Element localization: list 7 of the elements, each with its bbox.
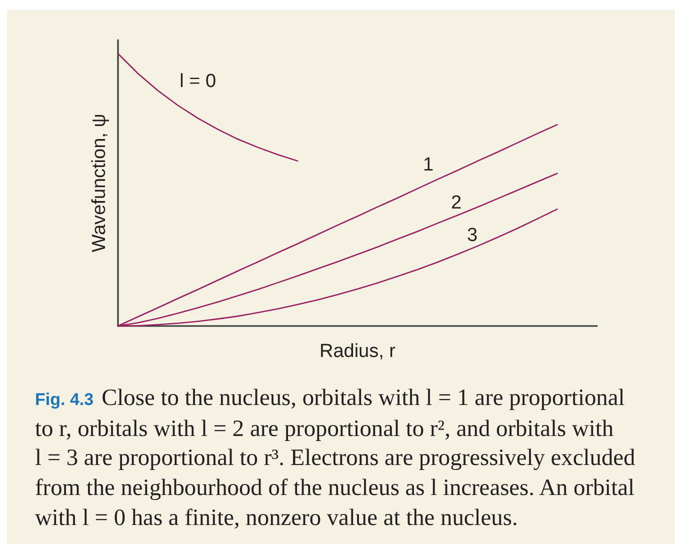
y-axis-title: Wavefunction, ψ — [89, 114, 110, 252]
series-label: l = 0 — [180, 71, 216, 92]
caption: Fig. 4.3 Close to the nucleus, orbitals with l = 1 are proportional to r, orbitals with l = 2 are proportional to r², and orbitals with l = 3 are proportional to r³. Electrons are progressively excluded from the neighbourhood of the nucleus as l increases. An orbital with l = 0 has a finite, nonzero value at the nucleus. — [35, 385, 636, 531]
series-label: 1 — [423, 154, 434, 176]
series-label: 3 — [466, 225, 478, 246]
x-axis-title: Radius, r — [319, 341, 396, 362]
series-label: 2 — [451, 192, 462, 214]
